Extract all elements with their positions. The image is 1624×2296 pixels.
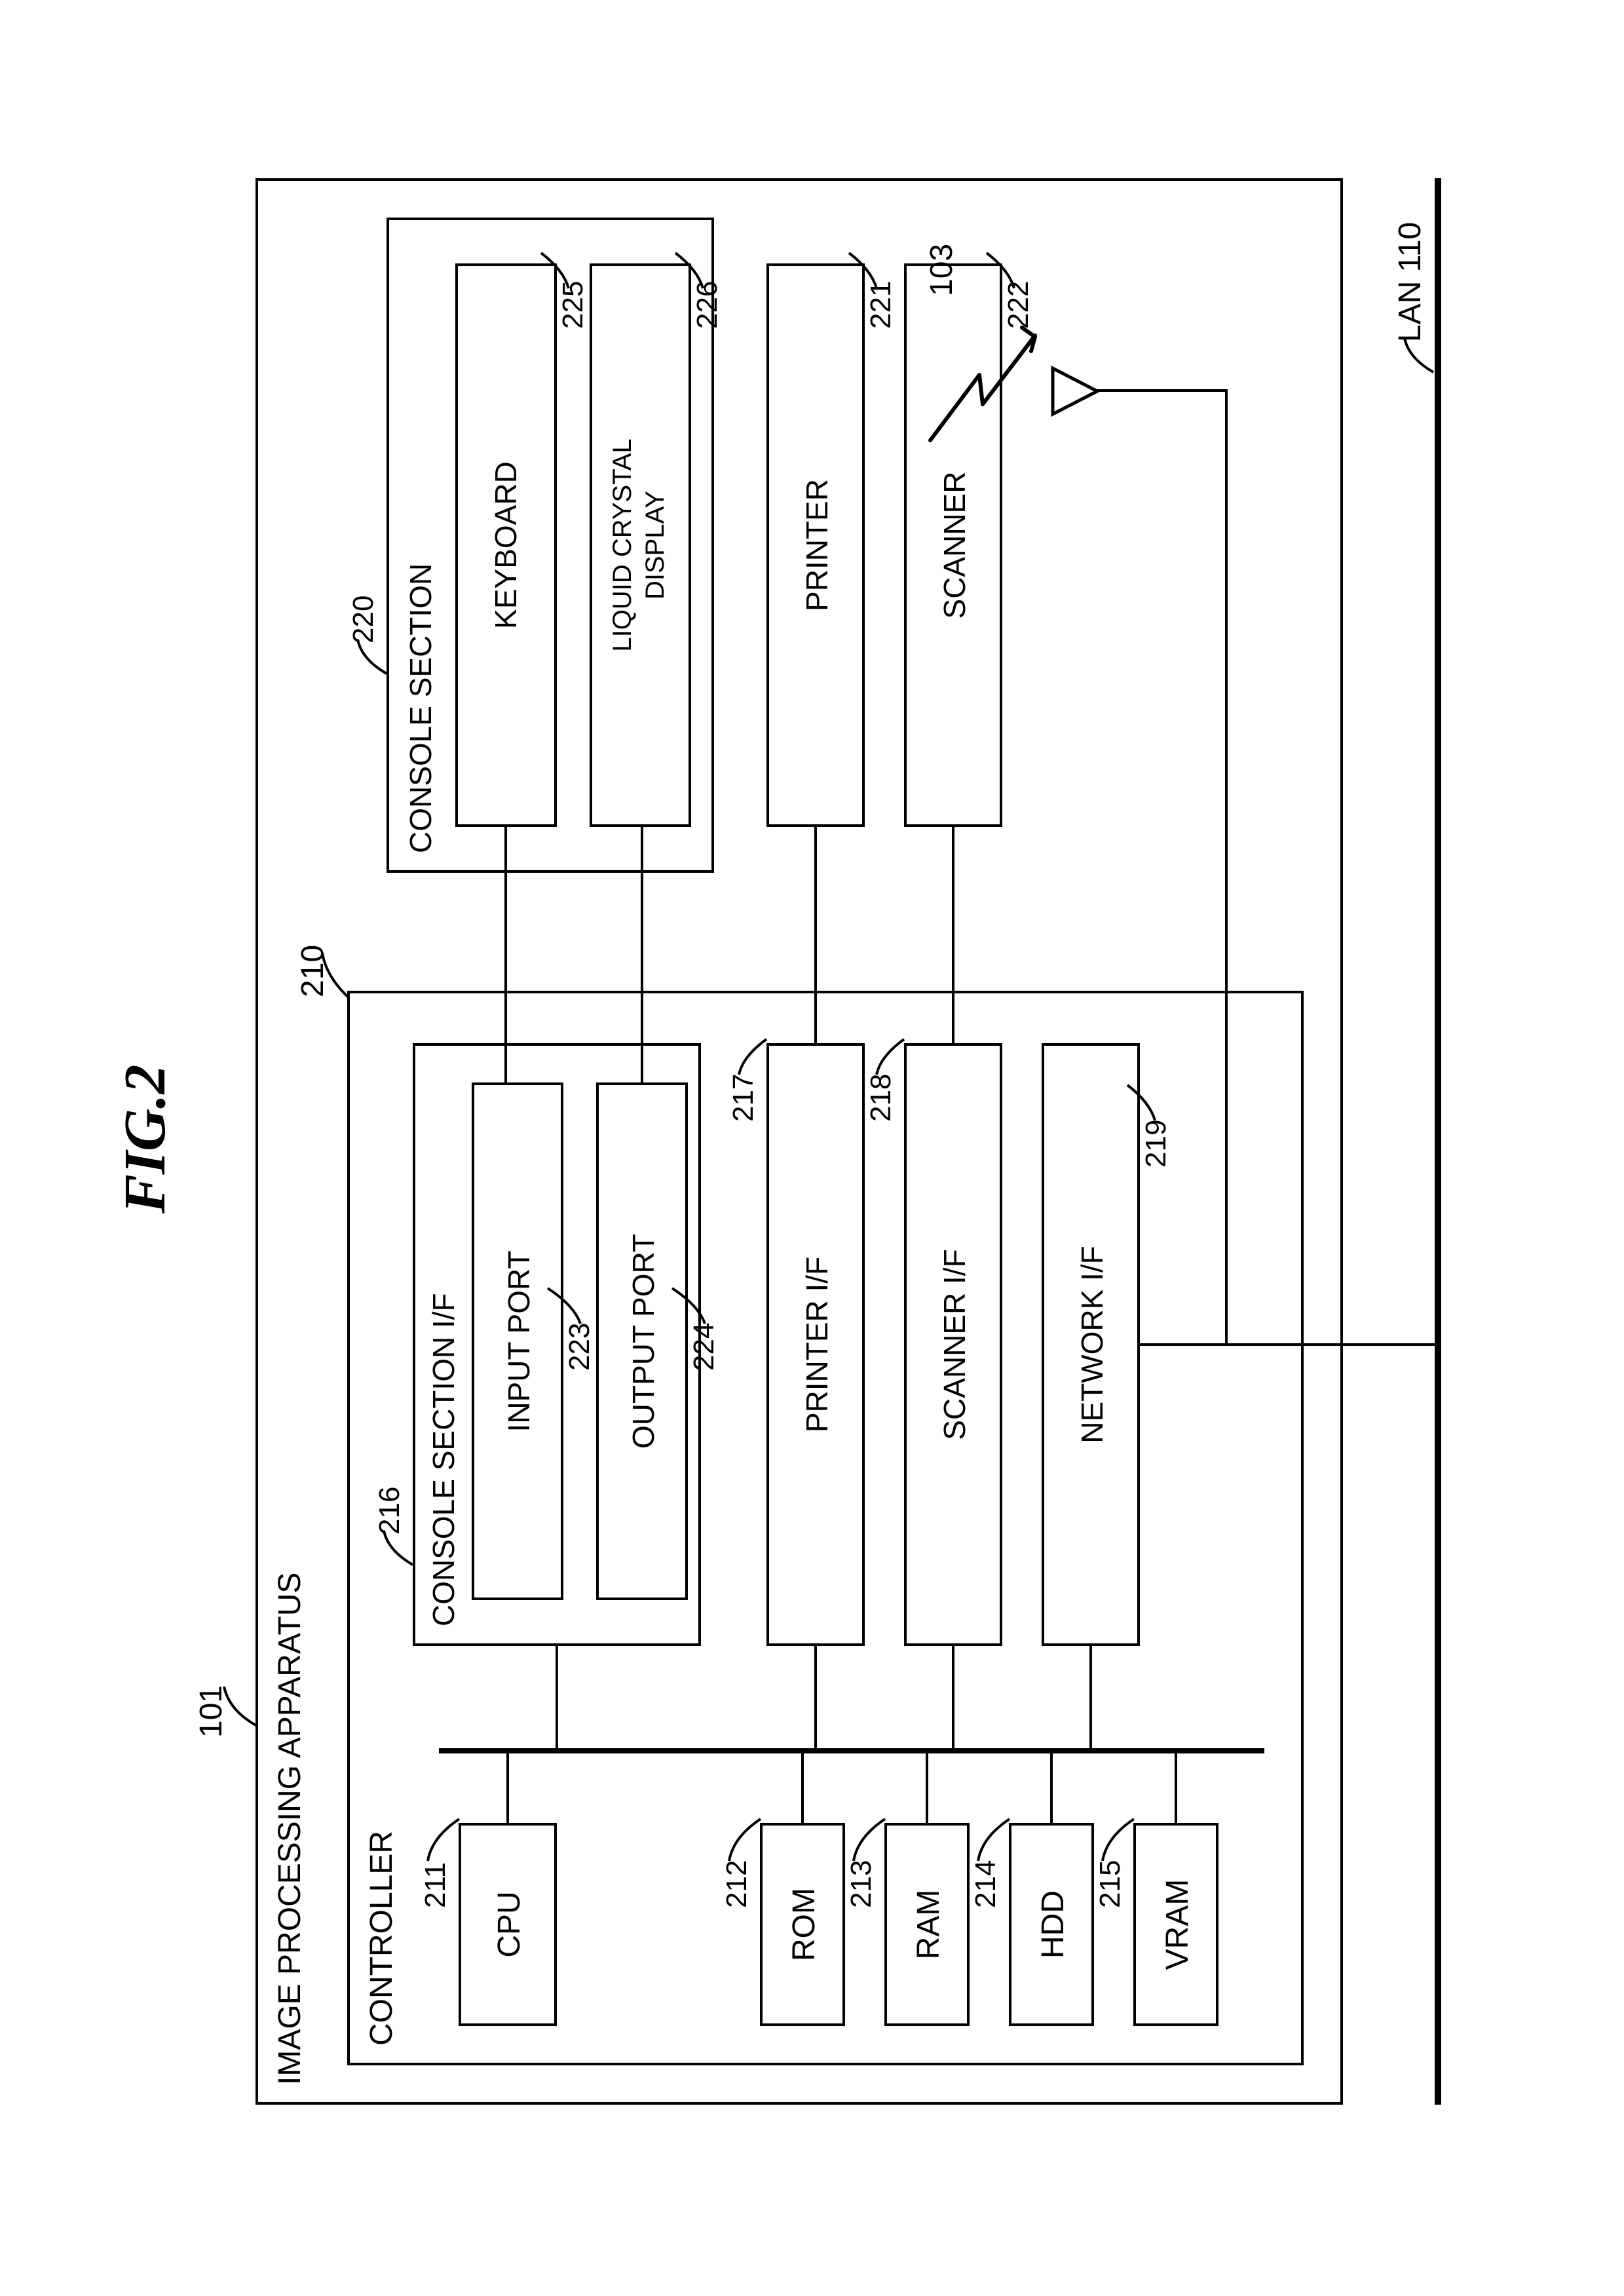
ref-input-port: 223: [563, 1323, 596, 1371]
callout-vram: [1097, 1816, 1137, 1862]
wireless-icon: [917, 316, 1048, 467]
label-scanner-if: SCANNER I/F: [937, 1043, 972, 1646]
ref-lan: LAN 110: [1392, 222, 1428, 342]
label-cpu: CPU: [491, 1823, 527, 2026]
callout-ram: [848, 1816, 888, 1862]
label-output-port: OUTPUT PORT: [626, 1082, 661, 1600]
callout-console: [354, 637, 390, 676]
label-apparatus: IMAGE PROCESSING APPARATUS: [272, 1573, 308, 2085]
wire-consoleif-bus: [556, 1645, 558, 1750]
lan-line: [1435, 178, 1441, 2105]
ref-console: 220: [347, 596, 380, 643]
label-lcd-line1: LIQUID CRYSTAL: [608, 438, 637, 651]
ref-rom: 212: [721, 1860, 753, 1908]
wire-net-antenna-up: [1094, 389, 1228, 392]
wire-vram-bus: [1175, 1752, 1177, 1823]
wire-cpu-bus: [506, 1752, 509, 1823]
label-rom: ROM: [786, 1823, 822, 2026]
wire-printerif-bus: [814, 1645, 817, 1750]
label-printer-if: PRINTER I/F: [799, 1043, 835, 1646]
ref-printer-if: 217: [727, 1074, 760, 1122]
callout-cpu: [423, 1816, 462, 1862]
label-printer: PRINTER: [799, 263, 835, 827]
ref-cpu: 211: [419, 1862, 452, 1908]
ref-ram: 213: [845, 1860, 878, 1908]
callout-scanner: [983, 250, 1019, 290]
wire-rom-bus: [801, 1752, 804, 1823]
callout-rom: [724, 1816, 763, 1862]
figure-title: FIG.2: [111, 1064, 179, 1214]
label-vram: VRAM: [1160, 1823, 1196, 2026]
callout-printer-if: [734, 1037, 770, 1076]
wire-networkif-bus: [1089, 1645, 1092, 1750]
wire-scannerif-bus: [952, 1645, 954, 1750]
ref-wireless: 103: [924, 244, 960, 296]
callout-scanner-if: [871, 1037, 907, 1076]
label-ram: RAM: [911, 1823, 947, 2026]
wire-printer: [814, 826, 817, 1043]
wire-ram-bus: [926, 1752, 928, 1823]
ref-hdd: 214: [970, 1860, 1002, 1908]
callout-output-port: [668, 1286, 708, 1325]
label-hdd: HDD: [1035, 1823, 1071, 2026]
ref-network-if: 219: [1140, 1120, 1173, 1168]
callout-hdd: [973, 1816, 1012, 1862]
wire-outputport-lcd: [641, 826, 643, 1082]
wire-net-right: [1225, 389, 1228, 1346]
callout-network-if: [1124, 1082, 1160, 1122]
wire-hdd-bus: [1050, 1752, 1053, 1823]
label-console-section: CONSOLE SECTION: [403, 564, 438, 853]
callout-lcd: [671, 250, 708, 290]
ref-output-port: 224: [688, 1323, 721, 1371]
wire-inputport-kbd: [504, 826, 507, 1082]
label-controller: CONTROLLER: [364, 1831, 400, 2046]
ref-vram: 215: [1094, 1860, 1127, 1908]
callout-lan: [1401, 335, 1437, 375]
wire-net-down: [1140, 1343, 1436, 1346]
callout-input-port: [544, 1286, 583, 1325]
wire-scanner: [952, 826, 954, 1043]
label-console-if: CONSOLE SECTION I/F: [426, 1293, 461, 1626]
label-keyboard: KEYBOARD: [488, 263, 523, 827]
antenna-icon: [1045, 362, 1104, 421]
diagram-root: FIG.2 101 IMAGE PROCESSING APPARATUS 210…: [92, 67, 1533, 2229]
callout-console-if: [380, 1528, 416, 1567]
label-lcd-line2: DISPLAY: [641, 491, 670, 600]
label-network-if: NETWORK I/F: [1074, 1043, 1110, 1646]
label-input-port: INPUT PORT: [501, 1082, 537, 1600]
ref-scanner-if: 218: [865, 1074, 897, 1122]
controller-bus: [439, 1748, 1264, 1753]
ref-console-if: 216: [373, 1487, 406, 1535]
label-lcd: LIQUID CRYSTAL DISPLAY: [606, 263, 671, 827]
callout-printer: [845, 250, 881, 290]
callout-keyboard: [537, 250, 573, 290]
